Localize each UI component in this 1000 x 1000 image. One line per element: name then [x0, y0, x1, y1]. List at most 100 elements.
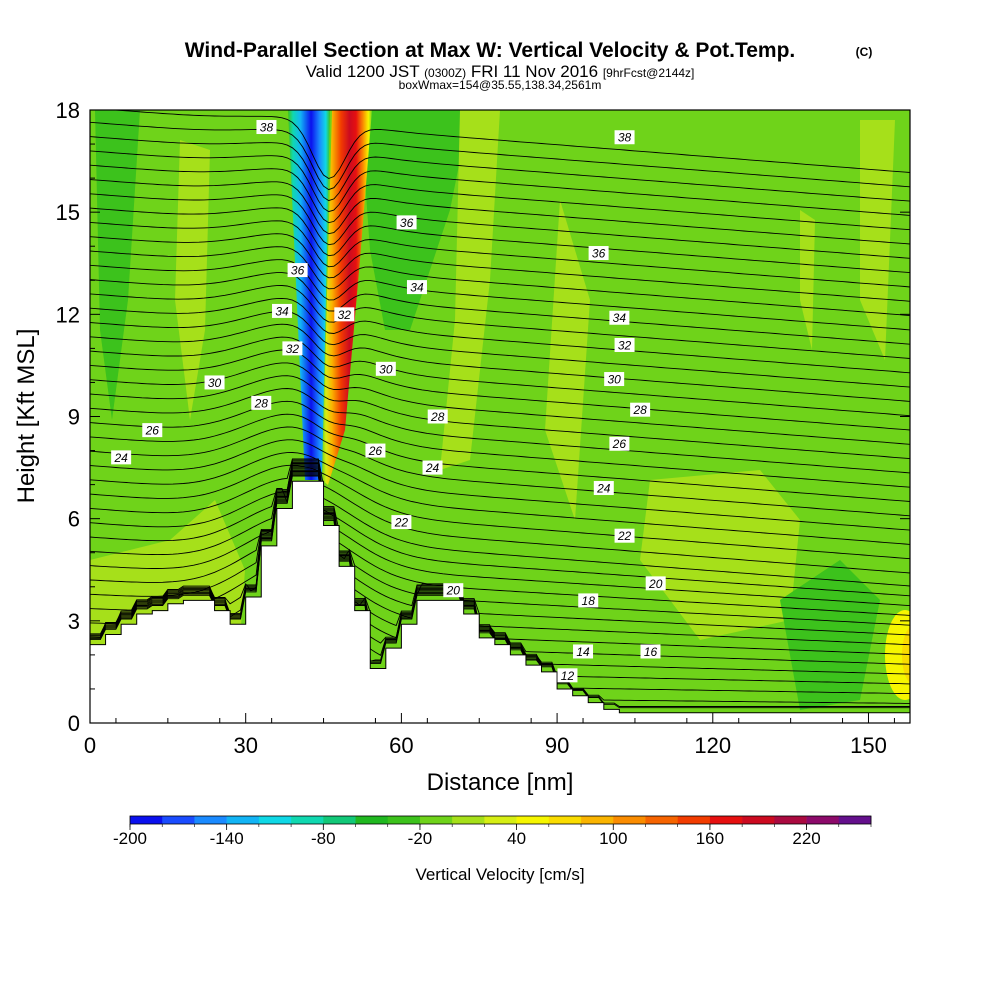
- isentrope-label: 30: [375, 361, 396, 376]
- isentrope-label-text: 22: [394, 516, 409, 530]
- isentrope-line: [90, 233, 910, 302]
- colorbar-label: -20: [408, 829, 433, 848]
- plot-area: 38 38 36 36 36 34 34 34 32 32 32 30 30 30 28 28 28 26 26 26…: [90, 110, 910, 723]
- isentrope-label: 38: [256, 120, 277, 135]
- colorbar-swatch: [516, 816, 550, 824]
- sink-region-left: [95, 110, 140, 420]
- isentrope-label-text: 28: [430, 410, 445, 424]
- colorbar-swatch: [130, 816, 163, 824]
- isentrope-label-text: 28: [254, 396, 269, 410]
- isentrope-label-box: [406, 280, 427, 295]
- isentrope-label-text: 24: [596, 482, 611, 496]
- isentrope-label: 26: [609, 436, 630, 451]
- isentrope-label: 30: [604, 372, 625, 387]
- isentrope-label-text: 36: [592, 247, 606, 261]
- isentrope-line: [90, 426, 910, 517]
- colorbar-swatch: [806, 816, 840, 824]
- isentrope-label-box: [204, 375, 225, 390]
- colorbar-swatch: [838, 816, 872, 824]
- isentrope-line: [90, 193, 910, 259]
- isentrope-label: 26: [365, 443, 386, 458]
- weak-lift-band-1: [175, 140, 210, 420]
- valid-date: FRI 11 Nov 2016: [471, 62, 598, 81]
- colorbar-label: 40: [507, 829, 526, 848]
- isentrope-label: 32: [334, 307, 355, 322]
- isentrope-label-box: [365, 443, 386, 458]
- isentrope-label-text: 18: [582, 594, 596, 608]
- x-tick-label: 30: [233, 733, 257, 758]
- isentrope-label: 32: [614, 337, 635, 352]
- colorbar-label: -80: [311, 829, 336, 848]
- isentrope-line: [90, 164, 910, 231]
- isentrope-label-box: [256, 120, 277, 135]
- isentrope-label: 36: [588, 246, 609, 261]
- isentrope-label-box: [251, 395, 272, 410]
- isentrope-line: [90, 259, 910, 331]
- isentrope-label-box: [282, 341, 303, 356]
- isentrope-label: 30: [204, 375, 225, 390]
- colorbar-swatch: [484, 816, 517, 824]
- isentrope-label-text: 22: [617, 529, 632, 543]
- isentrope-label-text: 28: [632, 403, 647, 417]
- colorbar-swatch: [355, 816, 389, 824]
- isentrope-label-text: 20: [648, 577, 663, 591]
- isentrope-label-text: 26: [612, 437, 627, 451]
- colorbar-frame: [129, 815, 872, 825]
- isentrope-line: [90, 323, 910, 402]
- isentrope-line: [90, 121, 910, 191]
- colorbar-swatch: [291, 816, 324, 824]
- isentrope-label-text: 24: [113, 451, 128, 465]
- isentrope-line: [90, 452, 910, 545]
- isentrope-label: 24: [111, 450, 132, 465]
- y-tick-label: 18: [56, 98, 80, 123]
- isentrope-label-box: [427, 409, 448, 424]
- isentrope-line: [90, 179, 910, 245]
- x-axis-title: Distance [nm]: [427, 769, 574, 796]
- y-axis-title: Height [Kft MSL]: [13, 329, 40, 504]
- isentrope-label: 24: [593, 481, 614, 496]
- colorbar-swatch: [581, 816, 614, 824]
- colorbar-swatch: [226, 816, 260, 824]
- isentrope-label-box: [578, 593, 599, 608]
- weak-lift-band-5: [800, 210, 815, 350]
- isentrope-label-text: 34: [410, 281, 424, 295]
- isentrope-label-box: [557, 668, 578, 683]
- colorbar-label: -140: [210, 829, 244, 848]
- colorbar-swatch: [258, 816, 292, 824]
- isentrope-line: [90, 310, 910, 388]
- isentrope-line: [90, 468, 910, 665]
- y-tick-label: 6: [68, 507, 80, 532]
- isentrope-label: 32: [282, 341, 303, 356]
- isentrope-line: [90, 136, 910, 202]
- isentrope-label-text: 12: [561, 669, 575, 683]
- colorbar-swatch: [323, 816, 356, 824]
- isentrope-label: 28: [427, 409, 448, 424]
- colorbar-swatch: [709, 816, 743, 824]
- isentrope-label: 36: [396, 215, 417, 230]
- isentrope-label-text: 36: [291, 264, 305, 278]
- isentrope-line: [90, 150, 910, 216]
- isentrope-line: [90, 464, 910, 560]
- isentrope-line: [90, 458, 910, 574]
- isentrope-line: [90, 297, 910, 374]
- max-lift-spot-right: [885, 610, 910, 700]
- isentrope-label: 22: [391, 515, 412, 530]
- colorbar-swatch: [452, 816, 485, 824]
- y-tick-label: 9: [68, 405, 80, 430]
- isentrope-label-box: [443, 583, 464, 598]
- isentrope-line: [90, 466, 910, 646]
- isentrope-line: [90, 461, 910, 607]
- isentrope-label-box: [614, 337, 635, 352]
- y-tick-label: 12: [56, 302, 80, 327]
- x-tick-label: 90: [545, 733, 569, 758]
- isentrope-label-text: 34: [275, 304, 289, 318]
- isentrope-label-box: [111, 450, 132, 465]
- isentrope-label-text: 30: [208, 376, 222, 390]
- box-wmax-line: boxWmax=154@35.55,138.34,2561m: [399, 78, 602, 92]
- chart-subtitle: Valid 1200 JST (0300Z) FRI 11 Nov 2016 […: [306, 62, 695, 81]
- isentrope-line: [90, 336, 910, 417]
- colorbar-swatch: [677, 816, 711, 824]
- colorbar-label: 160: [696, 829, 724, 848]
- isentrope-label-box: [375, 361, 396, 376]
